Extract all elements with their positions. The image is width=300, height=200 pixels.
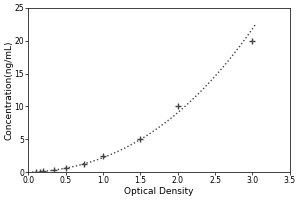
Y-axis label: Concentration(ng/mL): Concentration(ng/mL) (4, 40, 13, 140)
X-axis label: Optical Density: Optical Density (124, 187, 194, 196)
